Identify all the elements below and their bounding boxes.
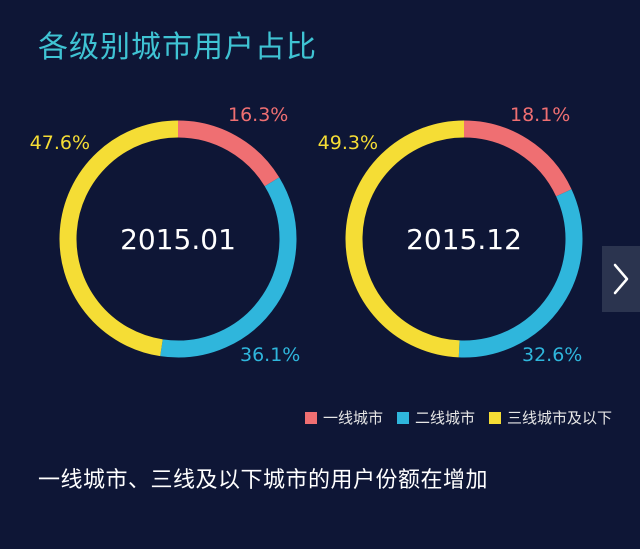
next-button[interactable] bbox=[602, 246, 640, 312]
donut-1-slice-0 bbox=[463, 120, 572, 197]
donut-0-slice-2 bbox=[59, 120, 179, 357]
donut-1-label-2: 49.3% bbox=[318, 132, 378, 154]
chart-title: 各级别城市用户占比 bbox=[38, 30, 317, 65]
donut-1-label-0: 18.1% bbox=[510, 104, 570, 126]
donut-0-label-2: 47.6% bbox=[30, 132, 90, 154]
donut-0-center-label: 2015.01 bbox=[120, 223, 236, 256]
legend-swatch-tier3 bbox=[488, 411, 501, 424]
chevron-right-icon bbox=[613, 263, 629, 295]
donut-1-slice-2 bbox=[345, 120, 465, 358]
legend-item-tier3: 三线城市及以下 bbox=[488, 407, 612, 428]
donut-1-slice-1 bbox=[458, 189, 583, 358]
legend-label-tier2: 二线城市 bbox=[414, 409, 475, 427]
legend-label-tier3: 三线城市及以下 bbox=[506, 409, 612, 427]
legend: 一线城市 二线城市 三线城市及以下 bbox=[304, 407, 612, 428]
legend-swatch-tier1 bbox=[304, 411, 317, 424]
donut-1-label-1: 32.6% bbox=[522, 344, 582, 366]
donut-0-label-0: 16.3% bbox=[228, 104, 288, 126]
legend-item-tier1: 一线城市 bbox=[304, 407, 383, 428]
legend-label-tier1: 一线城市 bbox=[322, 409, 383, 427]
donut-1-center-label: 2015.12 bbox=[406, 223, 522, 256]
donut-0-slice-0 bbox=[177, 120, 280, 187]
caption: 一线城市、三线及以下城市的用户份额在增加 bbox=[38, 468, 489, 493]
donut-0-label-1: 36.1% bbox=[240, 344, 300, 366]
legend-item-tier2: 二线城市 bbox=[396, 407, 475, 428]
donut-0-slice-1 bbox=[160, 177, 297, 358]
legend-swatch-tier2 bbox=[396, 411, 409, 424]
